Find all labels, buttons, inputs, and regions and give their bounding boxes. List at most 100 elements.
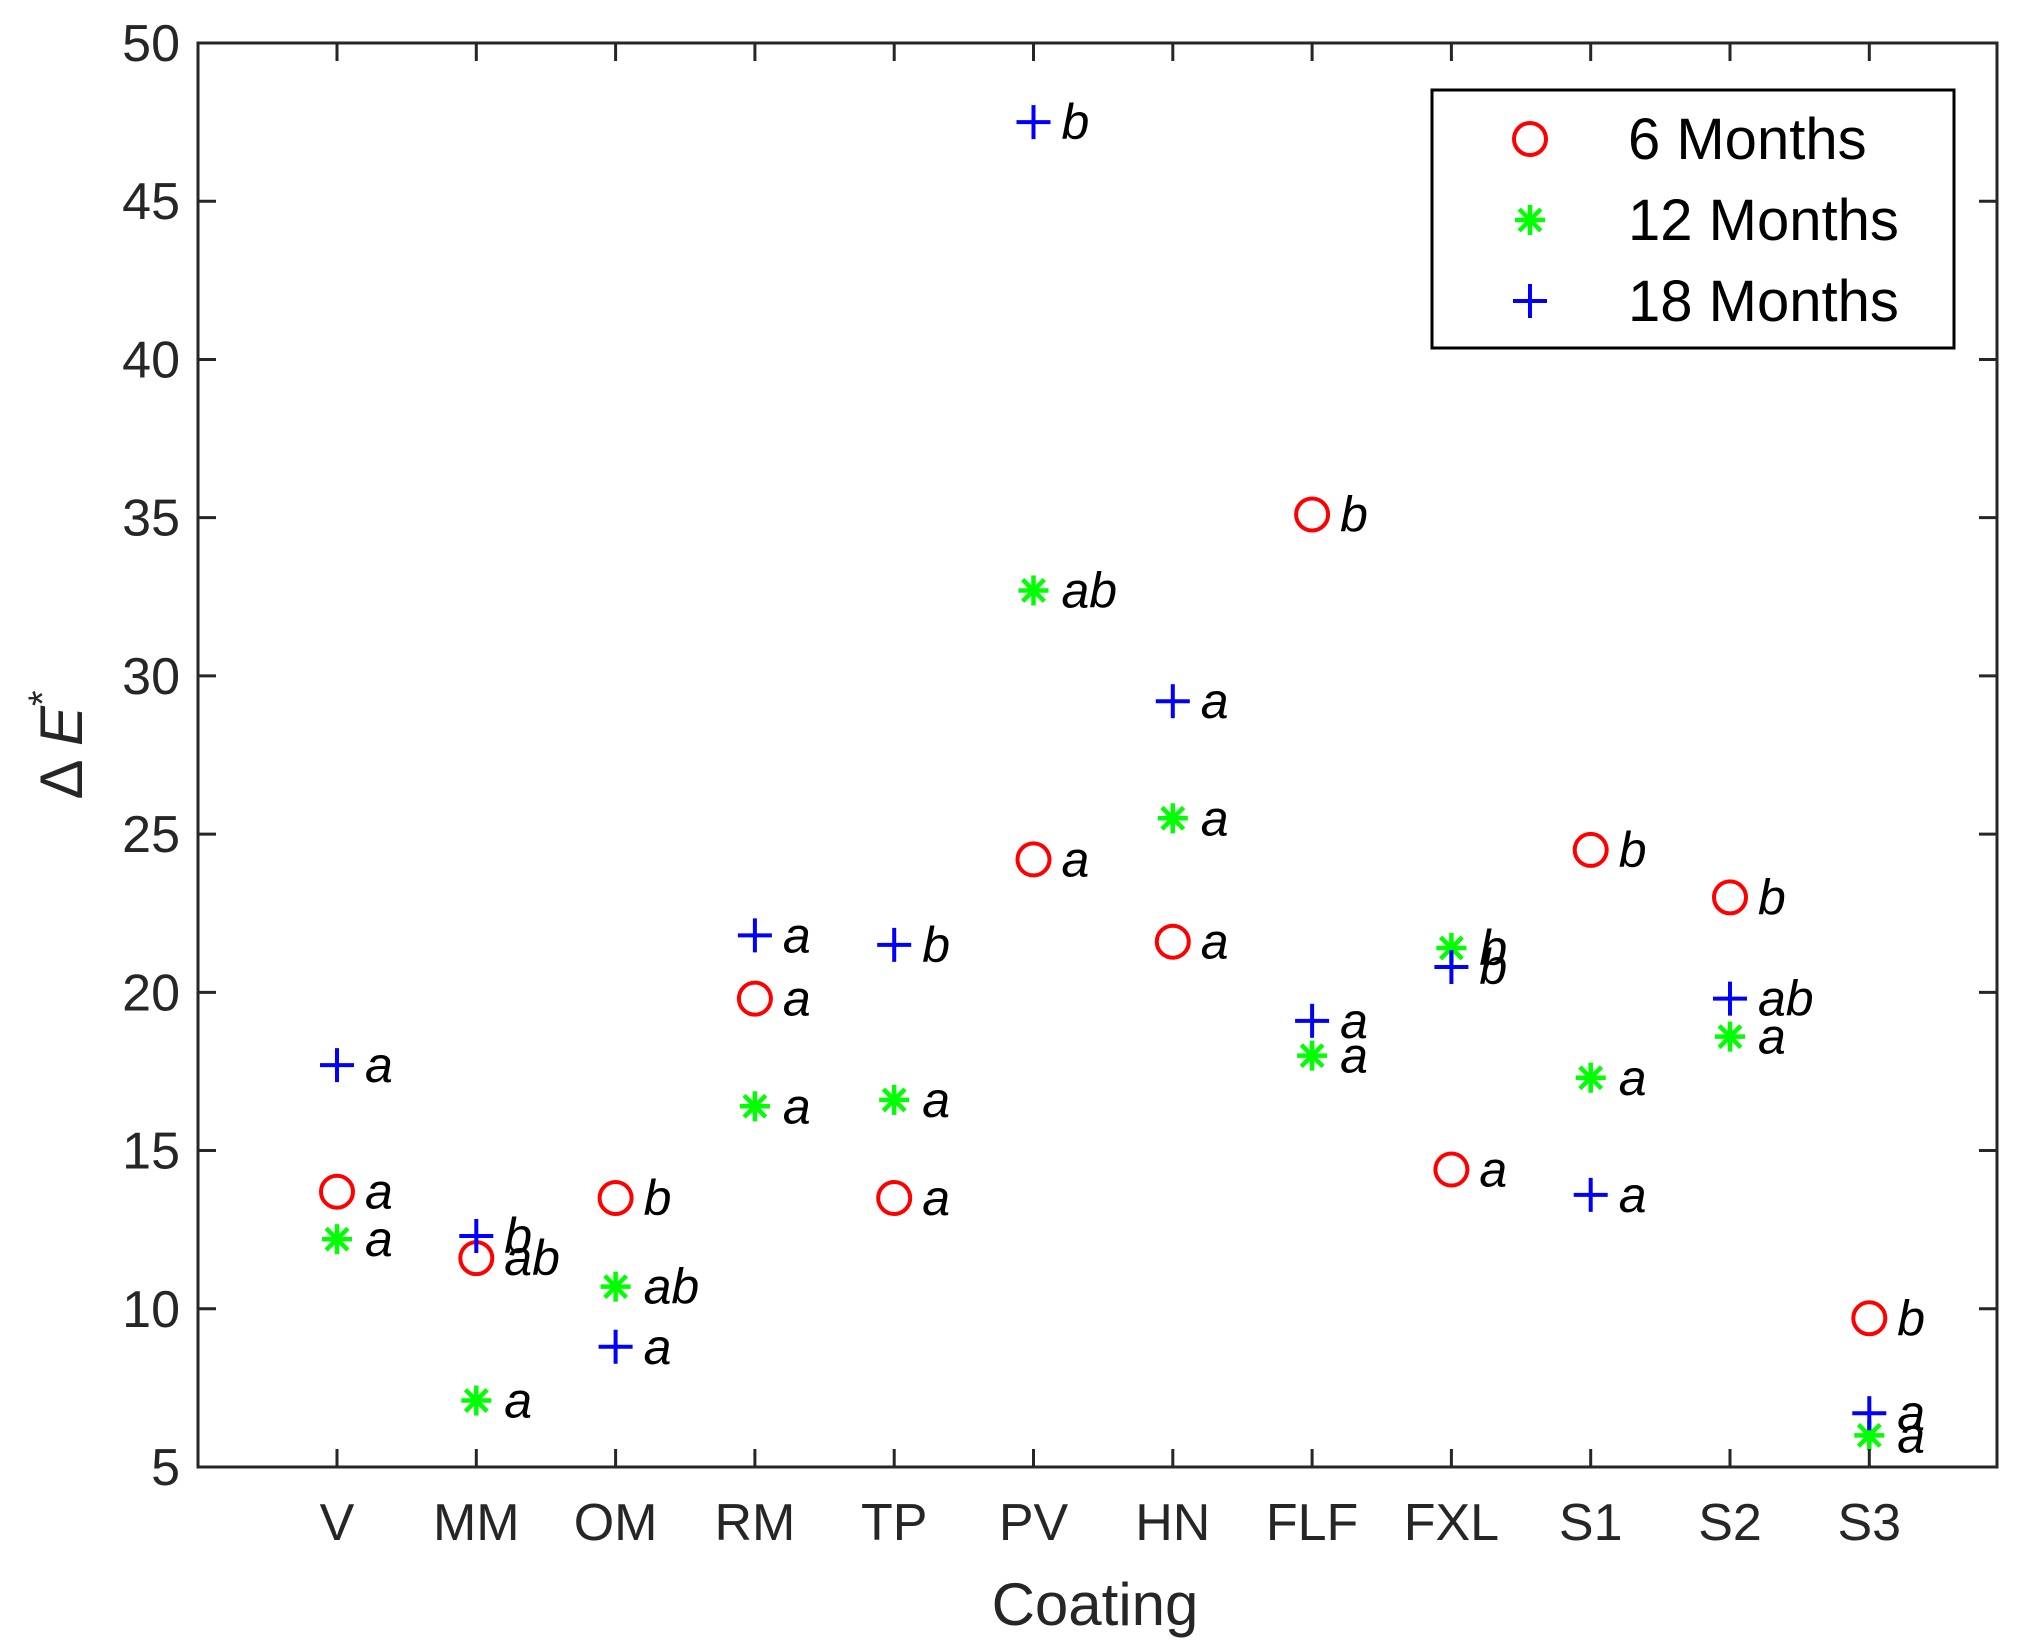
significance-letter: b (1062, 94, 1090, 150)
legend-label: 6 Months (1628, 107, 1867, 172)
x-tick-label: TP (861, 1494, 927, 1552)
significance-letter: b (1479, 939, 1507, 995)
data-point-plus (1295, 1003, 1330, 1038)
data-point-asterisk (461, 1385, 492, 1416)
legend-marker-circle (1512, 121, 1548, 157)
significance-letter: b (922, 917, 950, 973)
data-point-plus (598, 1329, 633, 1364)
data-point-circle (1572, 831, 1609, 868)
data-point-asterisk (600, 1271, 631, 1302)
significance-letter: a (365, 1211, 393, 1267)
x-tick-label: FLF (1266, 1494, 1358, 1552)
data-point-circle (1851, 1300, 1888, 1337)
legend-label: 18 Months (1628, 269, 1899, 334)
x-tick-label: S1 (1559, 1494, 1623, 1552)
y-tick-label: 30 (122, 648, 180, 706)
significance-letter: a (1201, 673, 1229, 729)
significance-letter: a (365, 1164, 393, 1220)
significance-letter: a (1758, 1009, 1786, 1065)
legend: 6 Months 12 Months 18 Months (1430, 88, 1956, 350)
data-point-circle (319, 1173, 355, 1210)
significance-letter: a (783, 971, 811, 1027)
significance-letter: a (783, 1078, 811, 1134)
legend-label: 12 Months (1628, 188, 1899, 253)
y-tick-label: 40 (122, 331, 180, 389)
data-point-circle (1294, 496, 1331, 533)
data-point-plus (1852, 1396, 1887, 1431)
significance-letter: a (1897, 1385, 1925, 1441)
data-point-asterisk (322, 1224, 352, 1255)
data-point-asterisk (1575, 1062, 1606, 1093)
x-tick-label: MM (433, 1494, 520, 1552)
x-tick-label: PV (999, 1494, 1069, 1552)
data-point-asterisk (1297, 1040, 1328, 1071)
significance-letter: ab (644, 1259, 700, 1315)
data-point-asterisk (739, 1091, 770, 1122)
data-point-plus (737, 918, 772, 953)
data-point-asterisk (1715, 1021, 1745, 1052)
significance-letter: a (1201, 914, 1229, 970)
significance-letter: b (504, 1208, 532, 1264)
significance-letter: a (1340, 993, 1368, 1049)
y-tick-label: 45 (122, 173, 180, 231)
y-tick-label: 5 (151, 1439, 180, 1497)
data-markers (319, 105, 1888, 1451)
significance-letter: a (922, 1170, 950, 1226)
legend-marker-asterisk (1515, 205, 1545, 235)
data-point-plus (1434, 950, 1469, 985)
significance-letter: a (1619, 1050, 1647, 1106)
x-axis-title: Coating (992, 1571, 1199, 1638)
data-point-plus (459, 1218, 494, 1253)
data-point-circle (1154, 923, 1191, 960)
x-tick-label: S3 (1837, 1494, 1901, 1552)
y-tick-label: 25 (122, 806, 180, 864)
significance-letter: a (783, 907, 811, 963)
significance-letter: b (644, 1170, 672, 1226)
data-point-circle (1433, 1151, 1470, 1188)
data-point-asterisk (1018, 575, 1049, 606)
y-tick-label: 50 (122, 15, 180, 73)
data-point-plus (320, 1048, 354, 1083)
data-point-circle (597, 1180, 634, 1217)
x-tick-label: RM (714, 1494, 795, 1552)
data-point-circle (1712, 879, 1748, 916)
y-axis-title: Δ E* (21, 690, 95, 799)
data-point-asterisk (1436, 933, 1467, 964)
significance-letter: a (1201, 790, 1229, 846)
axes: 5 10 15 20 25 30 35 40 45 50 V MM OM RM TP PV HN FLF FXL S1… (122, 15, 1999, 1552)
significance-letter: b (1479, 920, 1507, 976)
data-point-plus (1573, 1177, 1608, 1212)
x-tick-label: V (320, 1494, 355, 1552)
significance-letter: b (1897, 1290, 1925, 1346)
x-tick-label: HN (1135, 1494, 1210, 1552)
significance-letter: ab (504, 1230, 560, 1286)
significance-letter: a (1340, 1028, 1368, 1084)
data-point-circle (876, 1180, 913, 1217)
significance-letter: b (1340, 487, 1368, 543)
significance-letter: a (1897, 1407, 1925, 1463)
significance-letter: a (922, 1072, 950, 1128)
data-point-plus (1155, 684, 1190, 719)
data-point-asterisk (1157, 803, 1188, 834)
y-tick-label: 15 (122, 1123, 180, 1181)
significance-letter: b (1619, 822, 1647, 878)
significance-letter: a (1479, 1142, 1507, 1198)
significance-letter: b (1758, 869, 1786, 925)
significance-letter: ab (1062, 562, 1118, 618)
data-point-plus (877, 927, 912, 962)
x-tick-label: OM (574, 1494, 658, 1552)
data-point-plus (1016, 105, 1051, 140)
significance-letter: a (644, 1319, 672, 1375)
significance-letter: a (1062, 831, 1090, 887)
significance-letter: a (504, 1373, 532, 1429)
data-point-circle (1015, 841, 1052, 878)
plot-frame (196, 41, 1999, 1469)
significance-letter: a (365, 1037, 393, 1093)
data-point-circle (736, 980, 773, 1017)
data-point-asterisk (879, 1084, 910, 1115)
y-tick-label: 35 (122, 490, 180, 548)
y-tick-label: 10 (122, 1281, 180, 1339)
y-tick-label: 20 (122, 964, 180, 1022)
